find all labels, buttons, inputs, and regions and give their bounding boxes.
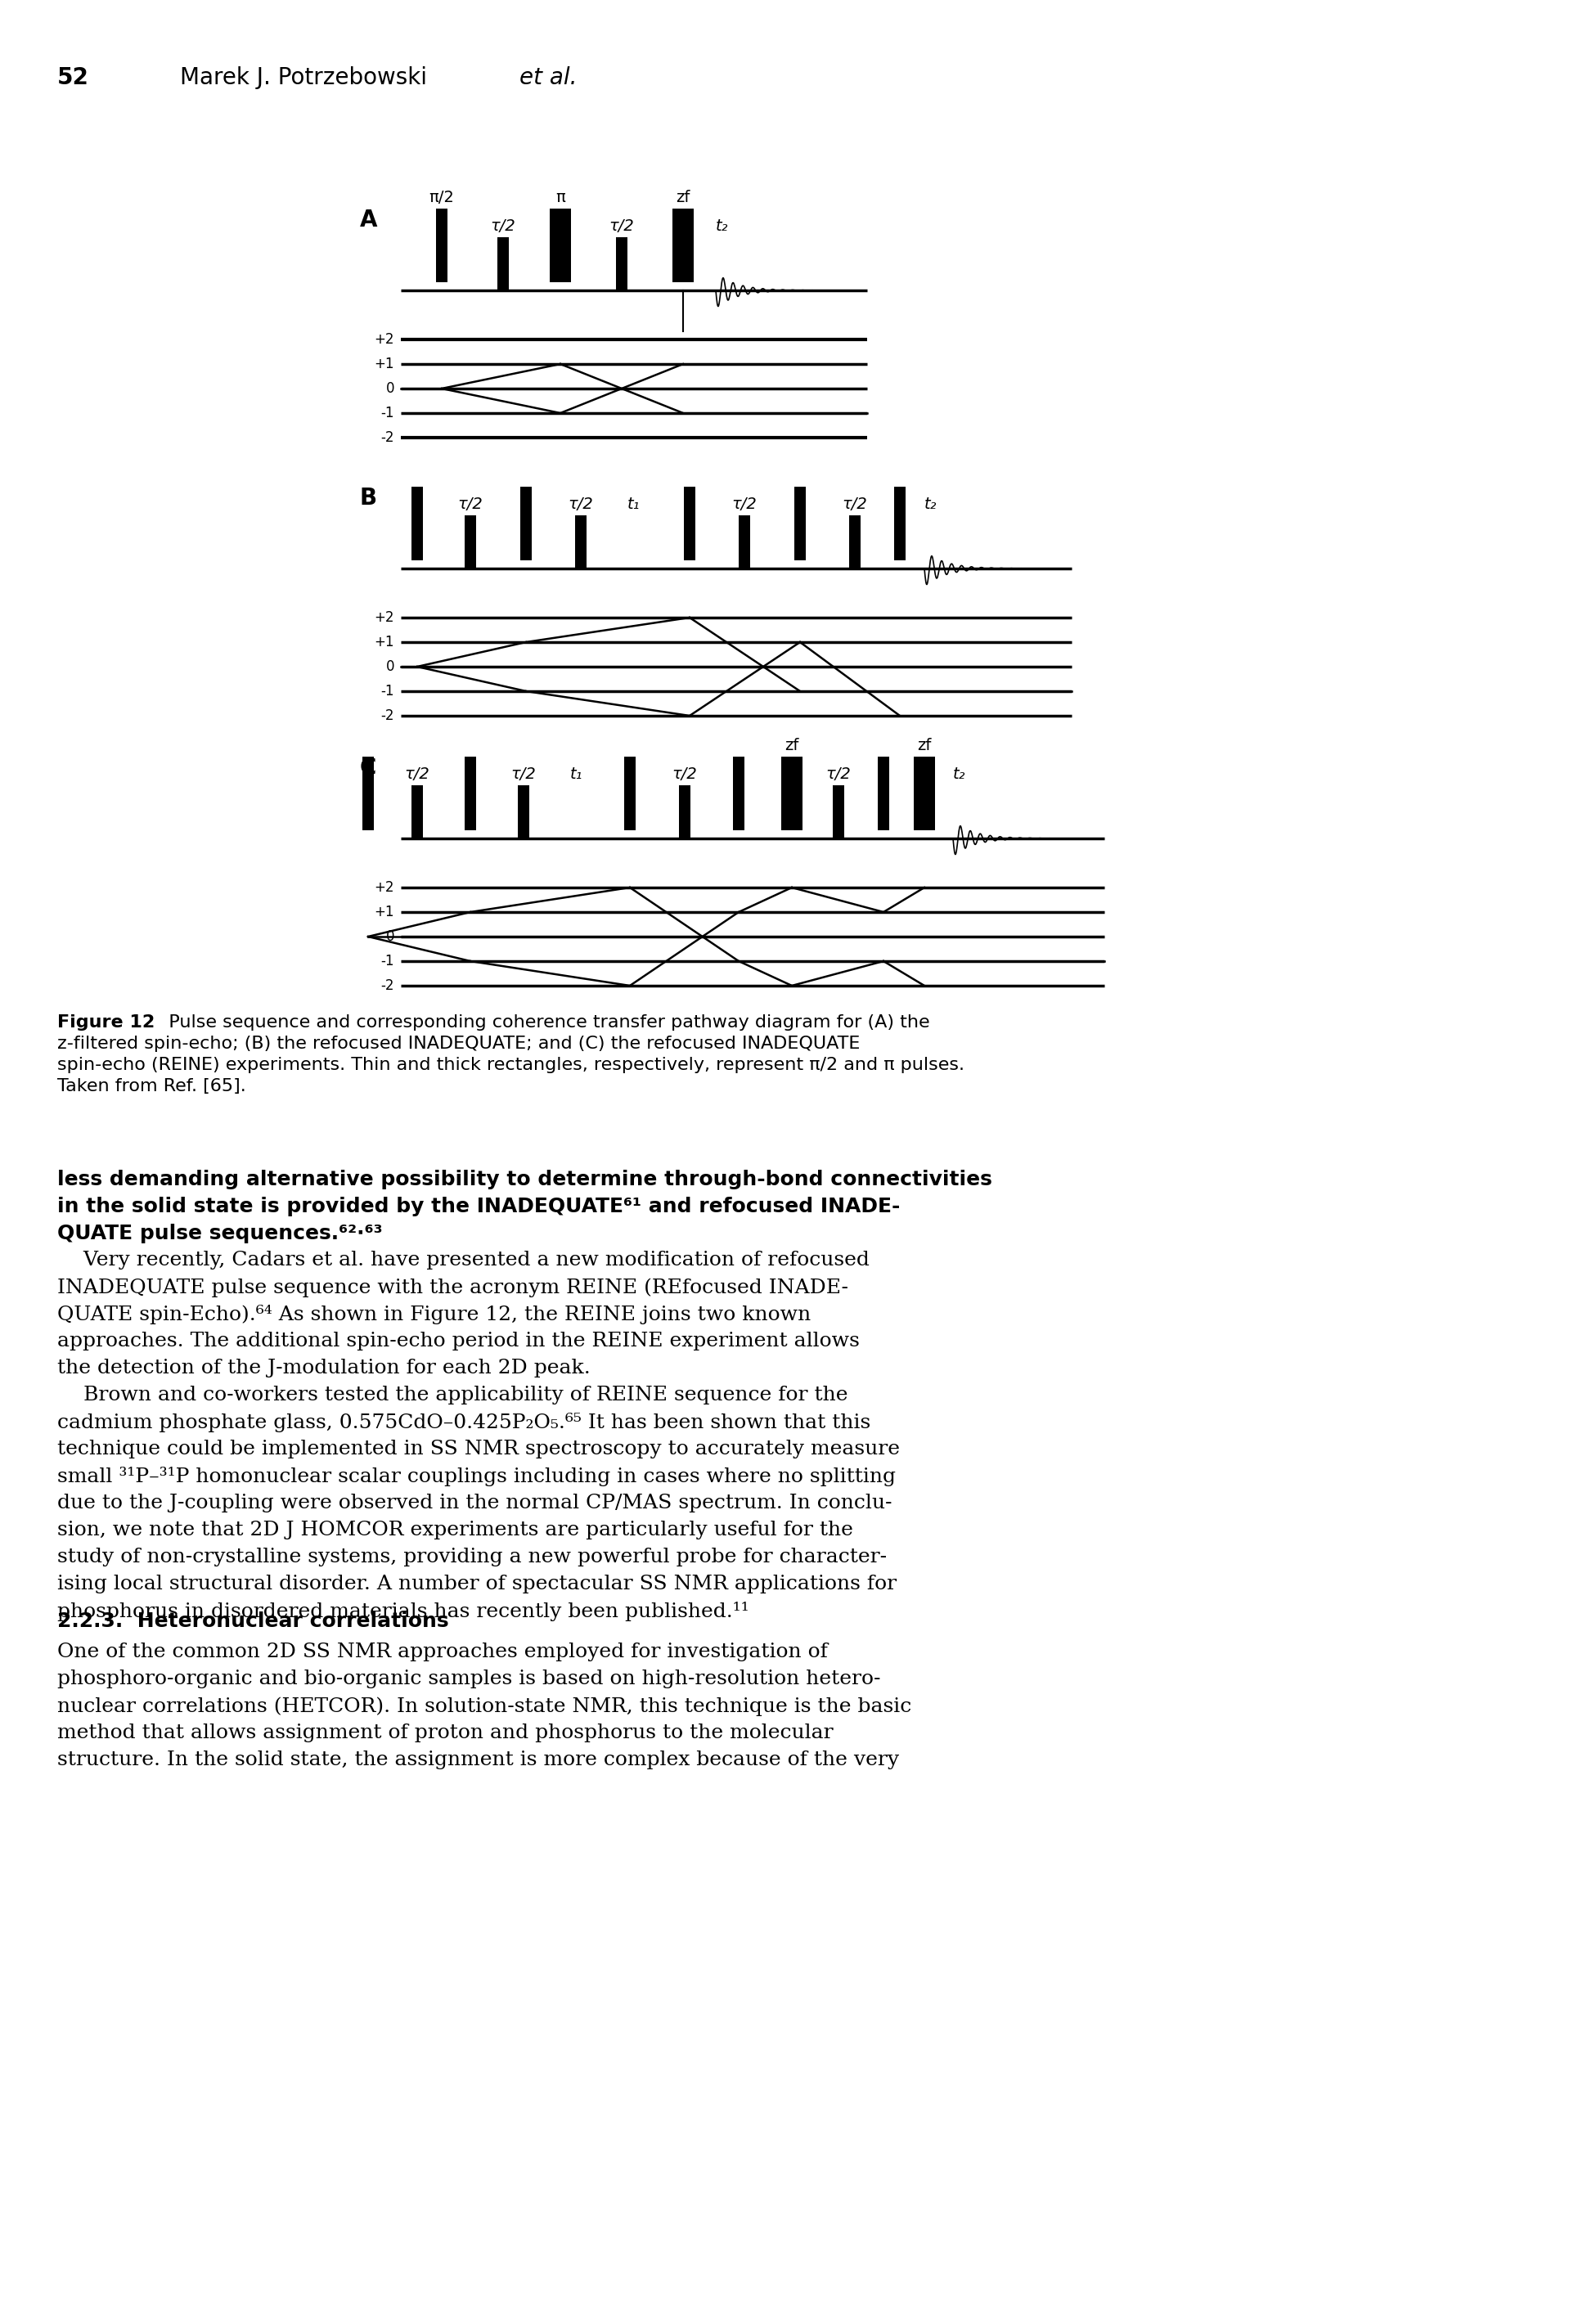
Text: A: A [361,209,378,232]
Text: τ/2: τ/2 [843,496,868,512]
Text: 0: 0 [386,380,394,397]
Text: less demanding alternative possibility to determine through-bond connectivities: less demanding alternative possibility t… [57,1169,993,1190]
Text: -2: -2 [381,707,394,724]
Bar [549,209,571,283]
Text: One of the common 2D SS NMR approaches employed for investigation of: One of the common 2D SS NMR approaches e… [57,1642,828,1660]
Bar [362,756,373,830]
Text: τ/2: τ/2 [458,496,484,512]
Bar [464,756,476,830]
Text: +2: +2 [373,881,394,895]
Bar [733,756,744,830]
Text: approaches. The additional spin-echo period in the REINE experiment allows: approaches. The additional spin-echo per… [57,1331,860,1350]
Text: Very recently, Cadars et al. have presented a new modification of refocused: Very recently, Cadars et al. have presen… [57,1250,870,1268]
Bar [849,515,860,568]
Bar [436,209,447,283]
Text: π: π [555,190,565,206]
Bar [412,487,423,561]
Text: -2: -2 [381,979,394,993]
Bar [894,487,905,561]
Text: τ/2: τ/2 [490,218,516,234]
Text: +2: +2 [373,332,394,348]
Text: t₂: t₂ [953,768,966,782]
Text: +2: +2 [373,610,394,624]
Text: QUATE spin-Echo).⁶⁴ As shown in Figure 12, the REINE joins two known: QUATE spin-Echo).⁶⁴ As shown in Figure 1… [57,1306,811,1324]
Text: Pulse sequence and corresponding coherence transfer pathway diagram for (A) the: Pulse sequence and corresponding coheren… [152,1013,930,1030]
Bar [915,756,935,830]
Bar [575,515,587,568]
Text: 52: 52 [57,67,89,88]
Text: in the solid state is provided by the INADEQUATE⁶¹ and refocused INADE-: in the solid state is provided by the IN… [57,1197,900,1217]
Bar [795,487,806,561]
Text: C: C [361,756,377,779]
Text: study of non-crystalline systems, providing a new powerful probe for character-: study of non-crystalline systems, provid… [57,1547,887,1565]
Text: τ/2: τ/2 [610,218,634,234]
Text: ising local structural disorder. A number of spectacular SS NMR applications for: ising local structural disorder. A numbe… [57,1575,897,1593]
Text: 0: 0 [386,659,394,675]
Bar [833,786,844,839]
Text: +1: +1 [373,635,394,649]
Bar [878,756,889,830]
Bar [683,487,696,561]
Text: π/2: π/2 [429,190,455,206]
Bar [517,786,530,839]
Text: structure. In the solid state, the assignment is more complex because of the ver: structure. In the solid state, the assig… [57,1751,899,1769]
Text: small ³¹P–³¹P homonuclear scalar couplings including in cases where no splitting: small ³¹P–³¹P homonuclear scalar couplin… [57,1466,895,1486]
Text: z-filtered spin-echo; (B) the refocused INADEQUATE; and (C) the refocused INADEQ: z-filtered spin-echo; (B) the refocused … [57,1037,860,1053]
Text: due to the J-coupling were observed in the normal CP/MAS spectrum. In conclu-: due to the J-coupling were observed in t… [57,1493,892,1512]
Text: τ/2: τ/2 [405,768,429,782]
Text: t₂: t₂ [715,218,728,234]
Text: -1: -1 [381,953,394,969]
Text: spin-echo (REINE) experiments. Thin and thick rectangles, respectively, represen: spin-echo (REINE) experiments. Thin and … [57,1057,964,1074]
Text: nuclear correlations (HETCOR). In solution-state NMR, this technique is the basi: nuclear correlations (HETCOR). In soluti… [57,1698,911,1716]
Text: τ/2: τ/2 [568,496,594,512]
Text: 0: 0 [386,930,394,944]
Text: zf: zf [918,737,932,754]
Text: 2.2.3.  Heteronuclear correlations: 2.2.3. Heteronuclear correlations [57,1612,448,1630]
Text: t₁: t₁ [627,496,640,512]
Text: +1: +1 [373,357,394,371]
Text: Taken from Ref. [65].: Taken from Ref. [65]. [57,1078,246,1095]
Text: sion, we note that 2D J HOMCOR experiments are particularly useful for the: sion, we note that 2D J HOMCOR experimen… [57,1521,854,1540]
Text: τ/2: τ/2 [825,768,851,782]
Bar [616,237,627,290]
Bar [464,515,476,568]
Text: method that allows assignment of proton and phosphorus to the molecular: method that allows assignment of proton … [57,1723,833,1742]
Text: τ/2: τ/2 [672,768,697,782]
Text: phosphorus in disordered materials has recently been published.¹¹: phosphorus in disordered materials has r… [57,1602,749,1621]
Text: Marek J. Potrzebowski: Marek J. Potrzebowski [180,67,434,88]
Text: zf: zf [677,190,689,206]
Bar [672,209,694,283]
Text: QUATE pulse sequences.⁶²⋅⁶³: QUATE pulse sequences.⁶²⋅⁶³ [57,1224,383,1243]
Text: τ/2: τ/2 [733,496,757,512]
Text: B: B [361,487,377,510]
Text: τ/2: τ/2 [511,768,536,782]
Bar [739,515,750,568]
Text: Figure 12: Figure 12 [57,1013,155,1030]
Text: t₂: t₂ [924,496,937,512]
Bar [498,237,509,290]
Bar [624,756,635,830]
Text: zf: zf [785,737,800,754]
Bar [412,786,423,839]
Text: -2: -2 [381,431,394,445]
Text: cadmium phosphate glass, 0.575CdO–0.425P₂O₅.⁶⁵ It has been shown that this: cadmium phosphate glass, 0.575CdO–0.425P… [57,1412,870,1433]
Text: -1: -1 [381,406,394,420]
Bar [780,756,803,830]
Text: technique could be implemented in SS NMR spectroscopy to accurately measure: technique could be implemented in SS NMR… [57,1440,900,1459]
Text: phosphoro-organic and bio-organic samples is based on high-resolution hetero-: phosphoro-organic and bio-organic sample… [57,1670,881,1688]
Text: +1: +1 [373,904,394,918]
Text: Brown and co-workers tested the applicability of REINE sequence for the: Brown and co-workers tested the applicab… [57,1387,847,1405]
Text: the detection of the J-modulation for each 2D peak.: the detection of the J-modulation for ea… [57,1359,591,1377]
Bar [520,487,531,561]
Text: INADEQUATE pulse sequence with the acronym REINE (​REfocused ​INADE-: INADEQUATE pulse sequence with the acron… [57,1278,849,1296]
Bar [678,786,691,839]
Text: t₁: t₁ [570,768,583,782]
Text: et al.: et al. [519,67,578,88]
Text: -1: -1 [381,684,394,698]
